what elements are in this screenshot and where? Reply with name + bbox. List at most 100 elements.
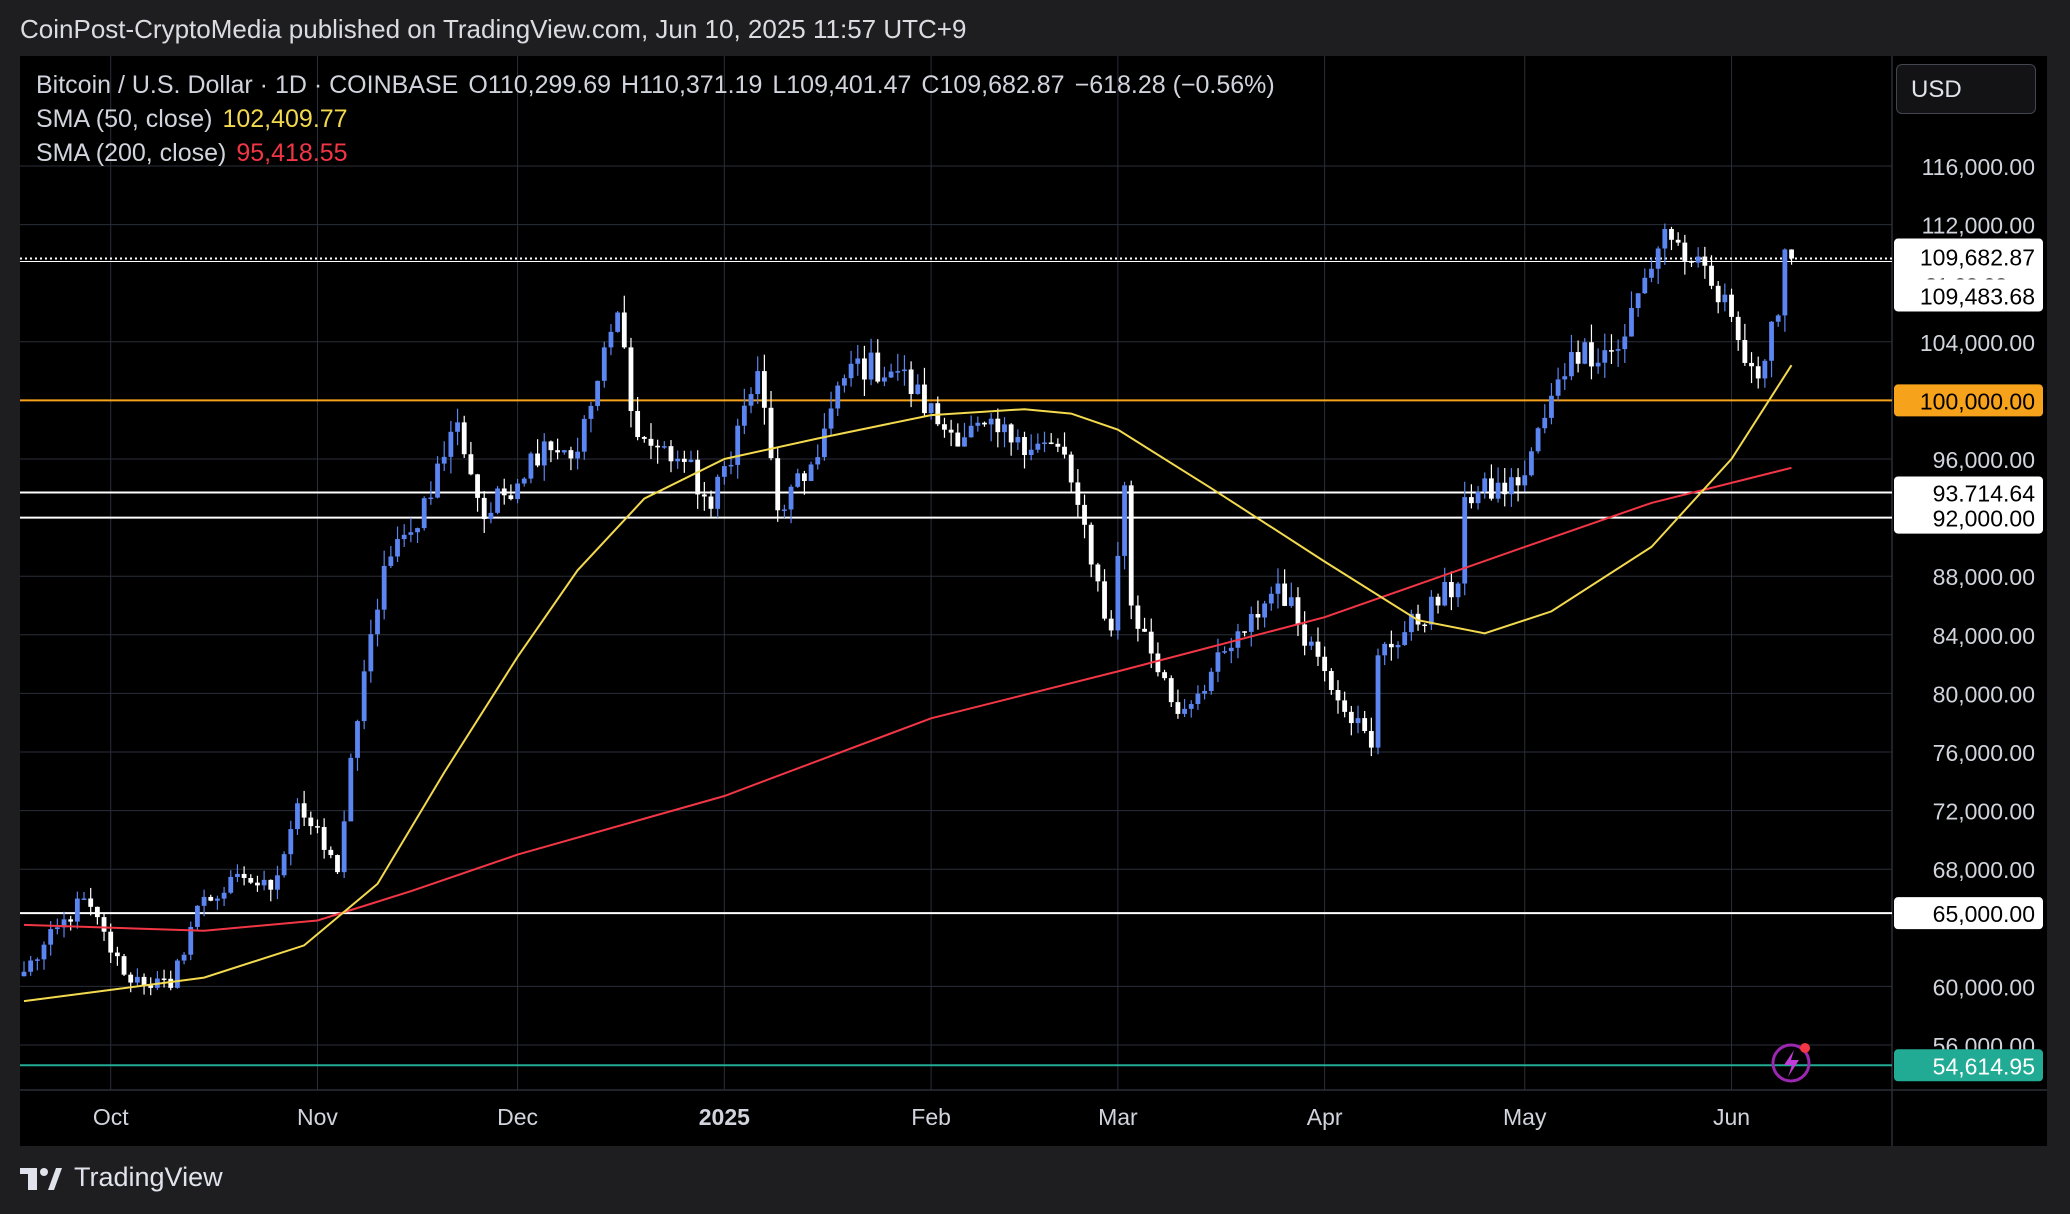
candle-body [1702, 256, 1708, 266]
candle-body [488, 512, 494, 520]
candle-body [368, 634, 374, 672]
candle-body [1002, 424, 1007, 433]
sma200-legend[interactable]: SMA (200, close) 95,418.55 [36, 139, 358, 168]
candle-body [895, 371, 901, 373]
candle-body [361, 671, 367, 722]
candle-body [381, 565, 387, 610]
candles [21, 223, 1794, 996]
candle-body [621, 312, 627, 348]
candle-body [1475, 491, 1481, 504]
change-value: −618.28 (−0.56%) [1074, 71, 1275, 99]
candle-body [1689, 260, 1694, 263]
candle-body [195, 905, 200, 927]
candle-body [1382, 643, 1388, 656]
candle-body [88, 898, 94, 907]
candle-body [1062, 446, 1067, 455]
candle-body [348, 757, 354, 822]
candle-body [1035, 443, 1041, 450]
candle-body [201, 896, 207, 906]
y-tick-label: 96,000.00 [1933, 447, 2035, 473]
candle-body [1509, 477, 1514, 495]
candle-body [1448, 581, 1454, 598]
candle-body [1115, 555, 1121, 631]
candle-body [868, 352, 874, 380]
candle-body [1435, 596, 1441, 606]
x-tick-label: Apr [1307, 1104, 1343, 1130]
x-tick-label: May [1503, 1104, 1547, 1130]
level-label: 54,614.95 [1933, 1053, 2035, 1079]
candle-body [228, 876, 234, 893]
candle-body [1642, 277, 1648, 294]
sma50-legend[interactable]: SMA (50, close) 102,409.77 [36, 105, 358, 134]
candle-body [508, 495, 514, 500]
candle-body [128, 974, 134, 983]
candle-body [441, 456, 447, 464]
candle-body [922, 384, 927, 414]
candle-body [161, 978, 167, 981]
candle-body [1188, 704, 1194, 709]
candle-body [134, 976, 140, 983]
candle-body [1068, 454, 1074, 483]
candle-body [1489, 478, 1494, 499]
currency-selector[interactable]: USD [1896, 64, 2036, 114]
open-value: O110,299.69 [468, 71, 612, 99]
candle-body [1342, 700, 1348, 712]
candle-body [61, 919, 67, 928]
candle-body [555, 450, 560, 453]
candle-body [1735, 316, 1741, 341]
y-tick-label: 60,000.00 [1933, 974, 2035, 1000]
reference-label: 109,483.68 [1920, 283, 2035, 309]
candle-body [148, 985, 154, 988]
candle-body [855, 358, 861, 364]
candle-body [1022, 437, 1027, 456]
candle-body [1402, 632, 1408, 645]
y-tick-label: 80,000.00 [1933, 681, 2035, 707]
candle-body [1268, 593, 1274, 604]
candle-body [221, 892, 227, 899]
candle-body [608, 331, 614, 348]
candle-body [1575, 352, 1581, 364]
candle-body [1015, 437, 1021, 443]
candle-body [48, 929, 54, 945]
grid [20, 56, 2047, 1146]
candle-body [1042, 442, 1047, 444]
candle-body [888, 371, 894, 378]
candle-body [1168, 678, 1174, 703]
candle-body [21, 971, 27, 977]
candle-body [1589, 342, 1594, 367]
candle-body [101, 917, 107, 932]
candle-body [862, 358, 867, 380]
price-axis: 116,000.00 112,000.00 104,000.00 96,000.00 8… [1771, 154, 2043, 1083]
candle-body [581, 418, 587, 452]
candle-body [842, 378, 847, 386]
candle-body [388, 556, 394, 566]
symbol-label[interactable]: Bitcoin / U.S. Dollar · 1D · COINBASE [36, 71, 459, 99]
candle-body [395, 539, 400, 557]
candle-body [975, 422, 981, 426]
candle-body [1455, 583, 1461, 598]
candle-body [535, 453, 540, 466]
candle-body [1155, 653, 1161, 673]
candle-body [521, 478, 527, 484]
candle-body [1282, 583, 1288, 606]
level-label: 65,000.00 [1933, 901, 2035, 927]
level-label: 92,000.00 [1933, 506, 2035, 532]
candle-body [74, 898, 80, 922]
candle-body [1308, 641, 1314, 646]
high-value: H110,371.19 [621, 71, 763, 99]
level-label-box [1894, 476, 2043, 509]
candle-body [1108, 618, 1114, 631]
candle-body [68, 919, 74, 922]
candle-body [1248, 613, 1254, 632]
candle-body [875, 352, 881, 382]
candle-body [461, 422, 467, 455]
price-chart[interactable]: 116,000.00 112,000.00 104,000.00 96,000.00 8… [20, 56, 2047, 1146]
tradingview-logo-icon [20, 1165, 62, 1191]
chart-panel[interactable]: 116,000.00 112,000.00 104,000.00 96,000.00 8… [20, 56, 2047, 1146]
candle-body [701, 494, 707, 497]
candle-body [1755, 366, 1761, 379]
candle-body [1395, 644, 1401, 648]
level-label-box [1894, 1049, 2043, 1082]
candle-body [728, 464, 734, 467]
x-tick-label: Feb [911, 1104, 951, 1130]
